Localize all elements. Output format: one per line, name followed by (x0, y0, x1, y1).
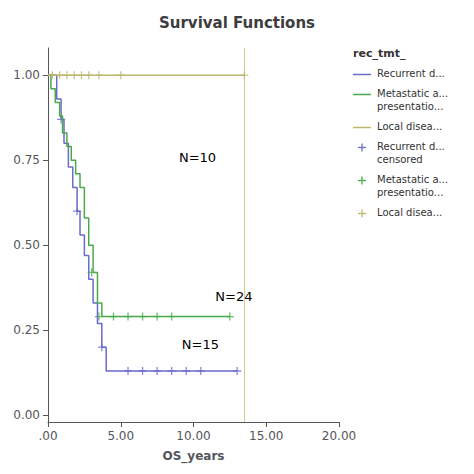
svg-text:rec_tmt_: rec_tmt_ (353, 47, 406, 60)
svg-text:censored: censored (377, 154, 423, 165)
svg-text:0.25: 0.25 (13, 323, 40, 337)
svg-text:0.75: 0.75 (13, 153, 40, 167)
svg-text:0.50: 0.50 (13, 238, 40, 252)
svg-text:15.00: 15.00 (249, 429, 283, 443)
svg-text:20.00: 20.00 (322, 429, 356, 443)
svg-text:Recurrent d...: Recurrent d... (377, 141, 445, 152)
svg-text:N=10: N=10 (179, 150, 216, 165)
svg-text:Survival Functions: Survival Functions (159, 14, 315, 32)
svg-text:.00: .00 (38, 429, 57, 443)
svg-text:Recurrent d...: Recurrent d... (377, 68, 445, 79)
svg-text:N=24: N=24 (215, 289, 252, 304)
svg-text:OS_years: OS_years (163, 449, 225, 464)
svg-text:Metastatic a...: Metastatic a... (377, 88, 448, 99)
svg-text:N=15: N=15 (182, 337, 219, 352)
svg-text:presentatio...: presentatio... (377, 187, 443, 198)
svg-text:10.00: 10.00 (176, 429, 210, 443)
svg-text:presentatio...: presentatio... (377, 101, 443, 112)
svg-text:Local disea...: Local disea... (377, 121, 442, 132)
svg-text:1.00: 1.00 (13, 68, 40, 82)
svg-text:0.00: 0.00 (13, 408, 40, 422)
svg-text:Metastatic a...: Metastatic a... (377, 174, 448, 185)
svg-text:5.00: 5.00 (107, 429, 134, 443)
svg-text:Local disea...: Local disea... (377, 207, 442, 218)
